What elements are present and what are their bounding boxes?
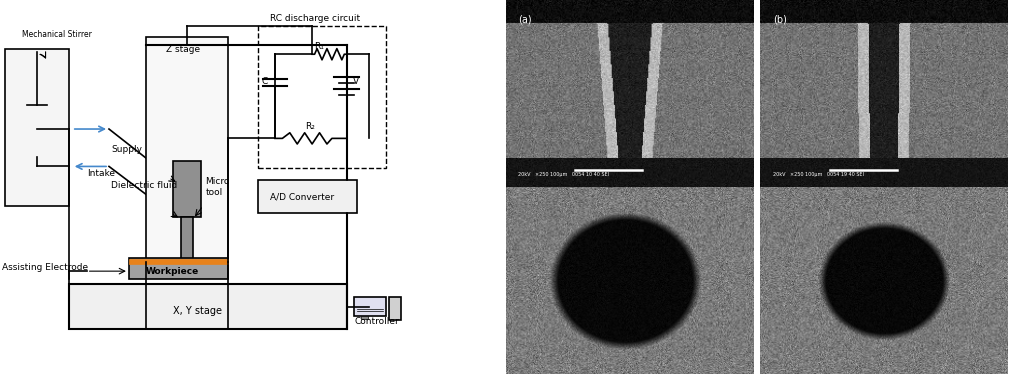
Text: R₂: R₂ bbox=[304, 122, 314, 131]
Text: X, Y stage: X, Y stage bbox=[174, 306, 222, 316]
Text: Dielectric fluid: Dielectric fluid bbox=[111, 181, 178, 190]
Bar bbox=[361, 316, 368, 319]
Text: A/D Converter: A/D Converter bbox=[270, 193, 334, 202]
Bar bbox=[5, 49, 70, 206]
Text: Supply: Supply bbox=[111, 145, 143, 154]
Bar bbox=[70, 284, 347, 329]
Bar bbox=[389, 297, 401, 320]
Text: Controller: Controller bbox=[354, 316, 399, 325]
Text: C: C bbox=[261, 77, 267, 86]
Text: (a): (a) bbox=[518, 15, 532, 25]
Bar bbox=[128, 259, 227, 264]
Text: V: V bbox=[353, 77, 359, 86]
Bar bbox=[181, 217, 193, 262]
Text: Assisting Electrode: Assisting Electrode bbox=[2, 263, 89, 272]
Bar bbox=[354, 297, 386, 316]
Text: RC discharge circuit: RC discharge circuit bbox=[270, 13, 360, 22]
Text: 20kV   ×250 100μm   0054 10 40 SEI: 20kV ×250 100μm 0054 10 40 SEI bbox=[518, 172, 609, 177]
Bar bbox=[128, 258, 227, 279]
Text: R₁: R₁ bbox=[314, 42, 325, 50]
Text: Workpiece: Workpiece bbox=[147, 267, 199, 276]
Text: Mechanical Stirrer: Mechanical Stirrer bbox=[22, 30, 92, 39]
Text: Micro
tool: Micro tool bbox=[205, 177, 229, 197]
Text: (b): (b) bbox=[772, 15, 787, 25]
Bar bbox=[258, 180, 357, 213]
Bar bbox=[147, 37, 227, 262]
Bar bbox=[174, 161, 200, 217]
Text: Z stage: Z stage bbox=[166, 45, 200, 54]
Text: Intake: Intake bbox=[87, 169, 114, 178]
Text: 20kV   ×250 100μm   0054 19 40 SEI: 20kV ×250 100μm 0054 19 40 SEI bbox=[772, 172, 863, 177]
